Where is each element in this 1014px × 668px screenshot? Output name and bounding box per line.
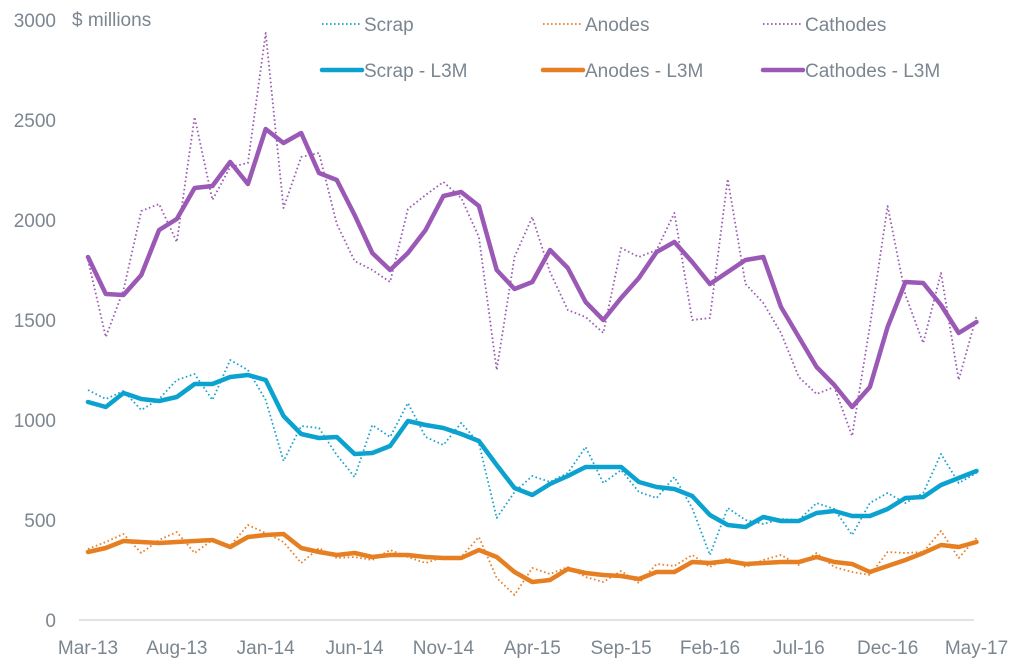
x-tick-label: Aug-13 [146, 638, 207, 659]
x-tick-label: Feb-16 [680, 638, 740, 659]
series-line-scrap [87, 359, 977, 556]
legend-item-anodes-l3m: Anodes - L3M [540, 61, 703, 82]
series-line-anodes [87, 524, 978, 596]
series-line-cathodes-l3m [85, 126, 979, 410]
y-tick-label: 2000 [14, 211, 56, 232]
legend-item-cathodes: Cathodes [763, 15, 886, 36]
y-tick-label: 1000 [14, 411, 56, 432]
x-tick-label: Nov-14 [413, 638, 475, 659]
legend-item-cathodes-l3m: Cathodes - L3M [760, 61, 940, 82]
x-tick-label: Jun-14 [325, 638, 384, 659]
legend-label: Scrap - L3M [364, 61, 467, 82]
x-tick-label: Mar-13 [58, 638, 118, 659]
legend-item-scrap: Scrap [322, 15, 414, 36]
series-line-scrap-l3m [85, 372, 979, 530]
legend-item-scrap-l3m: Scrap - L3M [319, 61, 467, 82]
legend-item-anodes: Anodes [543, 15, 649, 36]
legend-label: Cathodes [805, 15, 886, 36]
x-tick-label: Jul-16 [773, 638, 825, 659]
legend-label: Cathodes - L3M [805, 61, 940, 82]
y-axis-ticks: 0 500 1000 1500 2000 2500 3000 [14, 11, 56, 632]
legend-label: Scrap [364, 15, 414, 36]
y-tick-label: 500 [24, 511, 56, 532]
y-tick-label: 3000 [14, 11, 56, 32]
y-tick-label: 2500 [14, 111, 56, 132]
x-tick-label: Jan-14 [237, 638, 296, 659]
legend-label: Anodes - L3M [585, 61, 703, 82]
x-tick-label: Sep-15 [590, 638, 651, 659]
series-layer [85, 32, 979, 596]
y-axis-unit-label: $ millions [72, 10, 151, 31]
series-line-cathodes [87, 32, 978, 437]
y-tick-label: 1500 [14, 311, 56, 332]
x-axis-ticks: Mar-13 Aug-13 Jan-14 Jun-14 Nov-14 Apr-15 Sep-… [58, 638, 1008, 659]
legend-label: Anodes [585, 15, 649, 36]
y-tick-label: 0 [45, 611, 56, 632]
x-tick-label: May-17 [945, 638, 1008, 659]
legend: Scrap Anodes Cathodes Scrap - L3M Anodes - L… [319, 15, 940, 82]
series-line-anodes-l3m [85, 531, 979, 585]
x-tick-label: Dec-16 [857, 638, 918, 659]
x-tick-label: Apr-15 [504, 638, 561, 659]
